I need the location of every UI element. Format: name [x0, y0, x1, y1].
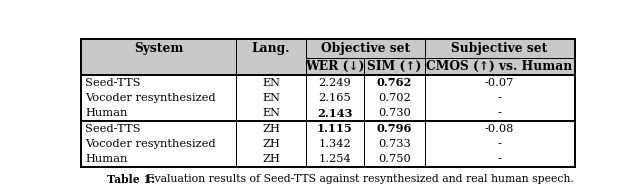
Text: 2.249: 2.249 — [318, 78, 351, 88]
Text: Human: Human — [86, 108, 128, 119]
Text: 2.165: 2.165 — [318, 93, 351, 103]
Text: Evaluation results of Seed-TTS against resynthesized and real human speech.: Evaluation results of Seed-TTS against r… — [143, 174, 573, 184]
Text: -0.07: -0.07 — [485, 78, 515, 88]
Text: Vocoder resynthesized: Vocoder resynthesized — [86, 139, 216, 149]
Text: EN: EN — [262, 93, 280, 103]
Text: System: System — [134, 42, 184, 55]
Text: Subjective set: Subjective set — [451, 42, 548, 55]
Text: 0.733: 0.733 — [378, 139, 411, 149]
Text: Human: Human — [86, 154, 128, 164]
Text: 1.115: 1.115 — [317, 123, 353, 134]
Text: -: - — [498, 139, 502, 149]
Text: 0.762: 0.762 — [376, 77, 412, 88]
Text: -: - — [498, 108, 502, 119]
Text: ZH: ZH — [262, 154, 280, 164]
Bar — [81, 39, 236, 75]
Text: 1.342: 1.342 — [318, 139, 351, 149]
Text: Lang.: Lang. — [252, 42, 290, 55]
Text: -0.08: -0.08 — [485, 124, 515, 134]
Bar — [425, 39, 575, 75]
Text: ZH: ZH — [262, 124, 280, 134]
Text: 0.702: 0.702 — [378, 93, 411, 103]
Text: SIM (↑): SIM (↑) — [367, 60, 421, 73]
Text: -: - — [498, 154, 502, 164]
Text: Seed-TTS: Seed-TTS — [86, 78, 141, 88]
Text: -: - — [498, 93, 502, 103]
Bar — [236, 39, 306, 75]
Text: 0.730: 0.730 — [378, 108, 411, 119]
Text: EN: EN — [262, 78, 280, 88]
Text: 1.254: 1.254 — [318, 154, 351, 164]
Text: 0.750: 0.750 — [378, 154, 411, 164]
Text: 0.796: 0.796 — [376, 123, 412, 134]
Text: WER (↓): WER (↓) — [305, 60, 364, 73]
Text: EN: EN — [262, 108, 280, 119]
Text: Objective set: Objective set — [321, 42, 410, 55]
Text: Seed-TTS: Seed-TTS — [86, 124, 141, 134]
Text: Table 1:: Table 1: — [108, 174, 156, 185]
Text: 2.143: 2.143 — [317, 108, 353, 119]
Bar — [306, 39, 425, 75]
Text: ZH: ZH — [262, 139, 280, 149]
Text: CMOS (↑) vs. Human: CMOS (↑) vs. Human — [426, 60, 573, 73]
Text: Vocoder resynthesized: Vocoder resynthesized — [86, 93, 216, 103]
